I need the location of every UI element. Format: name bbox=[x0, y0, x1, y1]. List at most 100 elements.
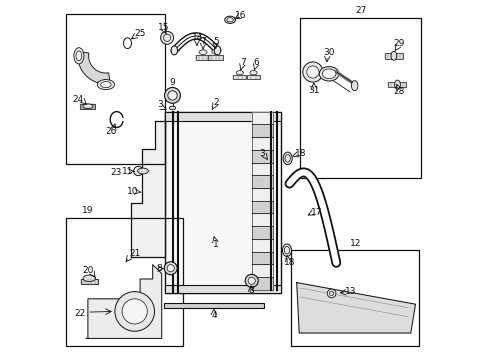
Text: 10: 10 bbox=[127, 187, 139, 196]
Text: 11: 11 bbox=[122, 166, 133, 176]
Polygon shape bbox=[78, 51, 110, 84]
Ellipse shape bbox=[224, 16, 235, 23]
Text: 30: 30 bbox=[323, 48, 334, 57]
Polygon shape bbox=[251, 124, 273, 137]
Ellipse shape bbox=[82, 104, 93, 109]
Text: 25: 25 bbox=[134, 29, 145, 38]
Polygon shape bbox=[251, 150, 273, 162]
Polygon shape bbox=[251, 201, 273, 213]
Ellipse shape bbox=[83, 275, 96, 282]
Bar bbox=[208, 55, 223, 60]
Text: 31: 31 bbox=[307, 86, 319, 95]
Ellipse shape bbox=[123, 38, 131, 49]
Text: 1: 1 bbox=[212, 240, 218, 249]
Bar bbox=[233, 75, 246, 79]
Polygon shape bbox=[251, 162, 273, 175]
Polygon shape bbox=[251, 137, 273, 150]
Text: 20: 20 bbox=[82, 266, 93, 275]
Text: 12: 12 bbox=[349, 239, 360, 248]
Circle shape bbox=[247, 277, 255, 284]
Ellipse shape bbox=[390, 51, 396, 60]
Circle shape bbox=[167, 91, 177, 100]
Bar bbox=[66, 14, 165, 164]
Ellipse shape bbox=[283, 152, 292, 165]
Circle shape bbox=[164, 87, 180, 103]
Bar bbox=[81, 279, 98, 284]
Text: 24: 24 bbox=[72, 95, 83, 104]
Bar bbox=[165, 112, 280, 121]
Text: 4: 4 bbox=[211, 310, 216, 320]
Ellipse shape bbox=[137, 168, 148, 174]
Ellipse shape bbox=[319, 67, 338, 81]
Polygon shape bbox=[251, 277, 273, 290]
Bar bbox=[387, 82, 406, 87]
Text: 18: 18 bbox=[294, 149, 305, 158]
Ellipse shape bbox=[76, 51, 81, 61]
Circle shape bbox=[244, 274, 258, 287]
Text: 14: 14 bbox=[192, 33, 203, 42]
Ellipse shape bbox=[101, 82, 111, 88]
Bar bbox=[66, 218, 183, 346]
Polygon shape bbox=[251, 188, 273, 201]
Polygon shape bbox=[251, 252, 273, 264]
Polygon shape bbox=[251, 213, 273, 226]
Ellipse shape bbox=[394, 80, 400, 89]
Circle shape bbox=[115, 292, 154, 331]
Bar bbox=[196, 55, 210, 60]
Text: 15: 15 bbox=[158, 23, 169, 32]
Text: 13: 13 bbox=[344, 287, 356, 296]
Polygon shape bbox=[251, 175, 273, 188]
Text: 6: 6 bbox=[253, 58, 259, 67]
Text: 8: 8 bbox=[156, 264, 162, 273]
Bar bbox=[291, 250, 418, 346]
Text: 22: 22 bbox=[74, 310, 85, 319]
Text: 3: 3 bbox=[157, 100, 163, 109]
Polygon shape bbox=[251, 239, 273, 252]
Text: 19: 19 bbox=[82, 206, 94, 215]
Circle shape bbox=[160, 31, 173, 44]
Circle shape bbox=[326, 289, 335, 298]
Text: 9: 9 bbox=[169, 78, 175, 87]
Text: 21: 21 bbox=[129, 249, 140, 258]
Text: 23: 23 bbox=[110, 168, 121, 177]
Circle shape bbox=[122, 299, 147, 324]
Text: 16: 16 bbox=[235, 12, 246, 21]
Ellipse shape bbox=[199, 50, 206, 55]
Text: 8: 8 bbox=[248, 287, 254, 295]
Circle shape bbox=[306, 66, 318, 78]
Ellipse shape bbox=[249, 71, 257, 75]
Text: 26: 26 bbox=[105, 127, 117, 136]
Text: 17: 17 bbox=[310, 208, 322, 217]
Bar bbox=[80, 104, 95, 109]
Polygon shape bbox=[86, 265, 162, 338]
Bar bbox=[165, 112, 280, 293]
Ellipse shape bbox=[236, 71, 243, 75]
Ellipse shape bbox=[169, 106, 175, 110]
Text: 5: 5 bbox=[212, 37, 218, 46]
Ellipse shape bbox=[322, 69, 335, 79]
Polygon shape bbox=[131, 121, 165, 257]
Polygon shape bbox=[251, 112, 273, 124]
Text: 29: 29 bbox=[393, 40, 404, 49]
Polygon shape bbox=[251, 226, 273, 239]
Ellipse shape bbox=[74, 48, 84, 64]
Ellipse shape bbox=[351, 81, 357, 91]
Circle shape bbox=[164, 262, 177, 275]
Ellipse shape bbox=[211, 49, 219, 54]
Bar bbox=[165, 285, 280, 293]
Ellipse shape bbox=[214, 46, 220, 55]
Text: 27: 27 bbox=[354, 6, 366, 15]
Ellipse shape bbox=[171, 46, 177, 55]
Text: 3: 3 bbox=[259, 149, 265, 158]
Bar bbox=[246, 75, 260, 79]
Ellipse shape bbox=[97, 80, 114, 90]
Polygon shape bbox=[251, 264, 273, 277]
Text: 28: 28 bbox=[393, 87, 404, 96]
Circle shape bbox=[167, 265, 174, 272]
Circle shape bbox=[302, 62, 322, 82]
Text: 2: 2 bbox=[212, 98, 218, 107]
Circle shape bbox=[133, 166, 142, 176]
Text: 7: 7 bbox=[239, 58, 245, 67]
Ellipse shape bbox=[282, 244, 291, 256]
Text: 18: 18 bbox=[283, 258, 295, 267]
